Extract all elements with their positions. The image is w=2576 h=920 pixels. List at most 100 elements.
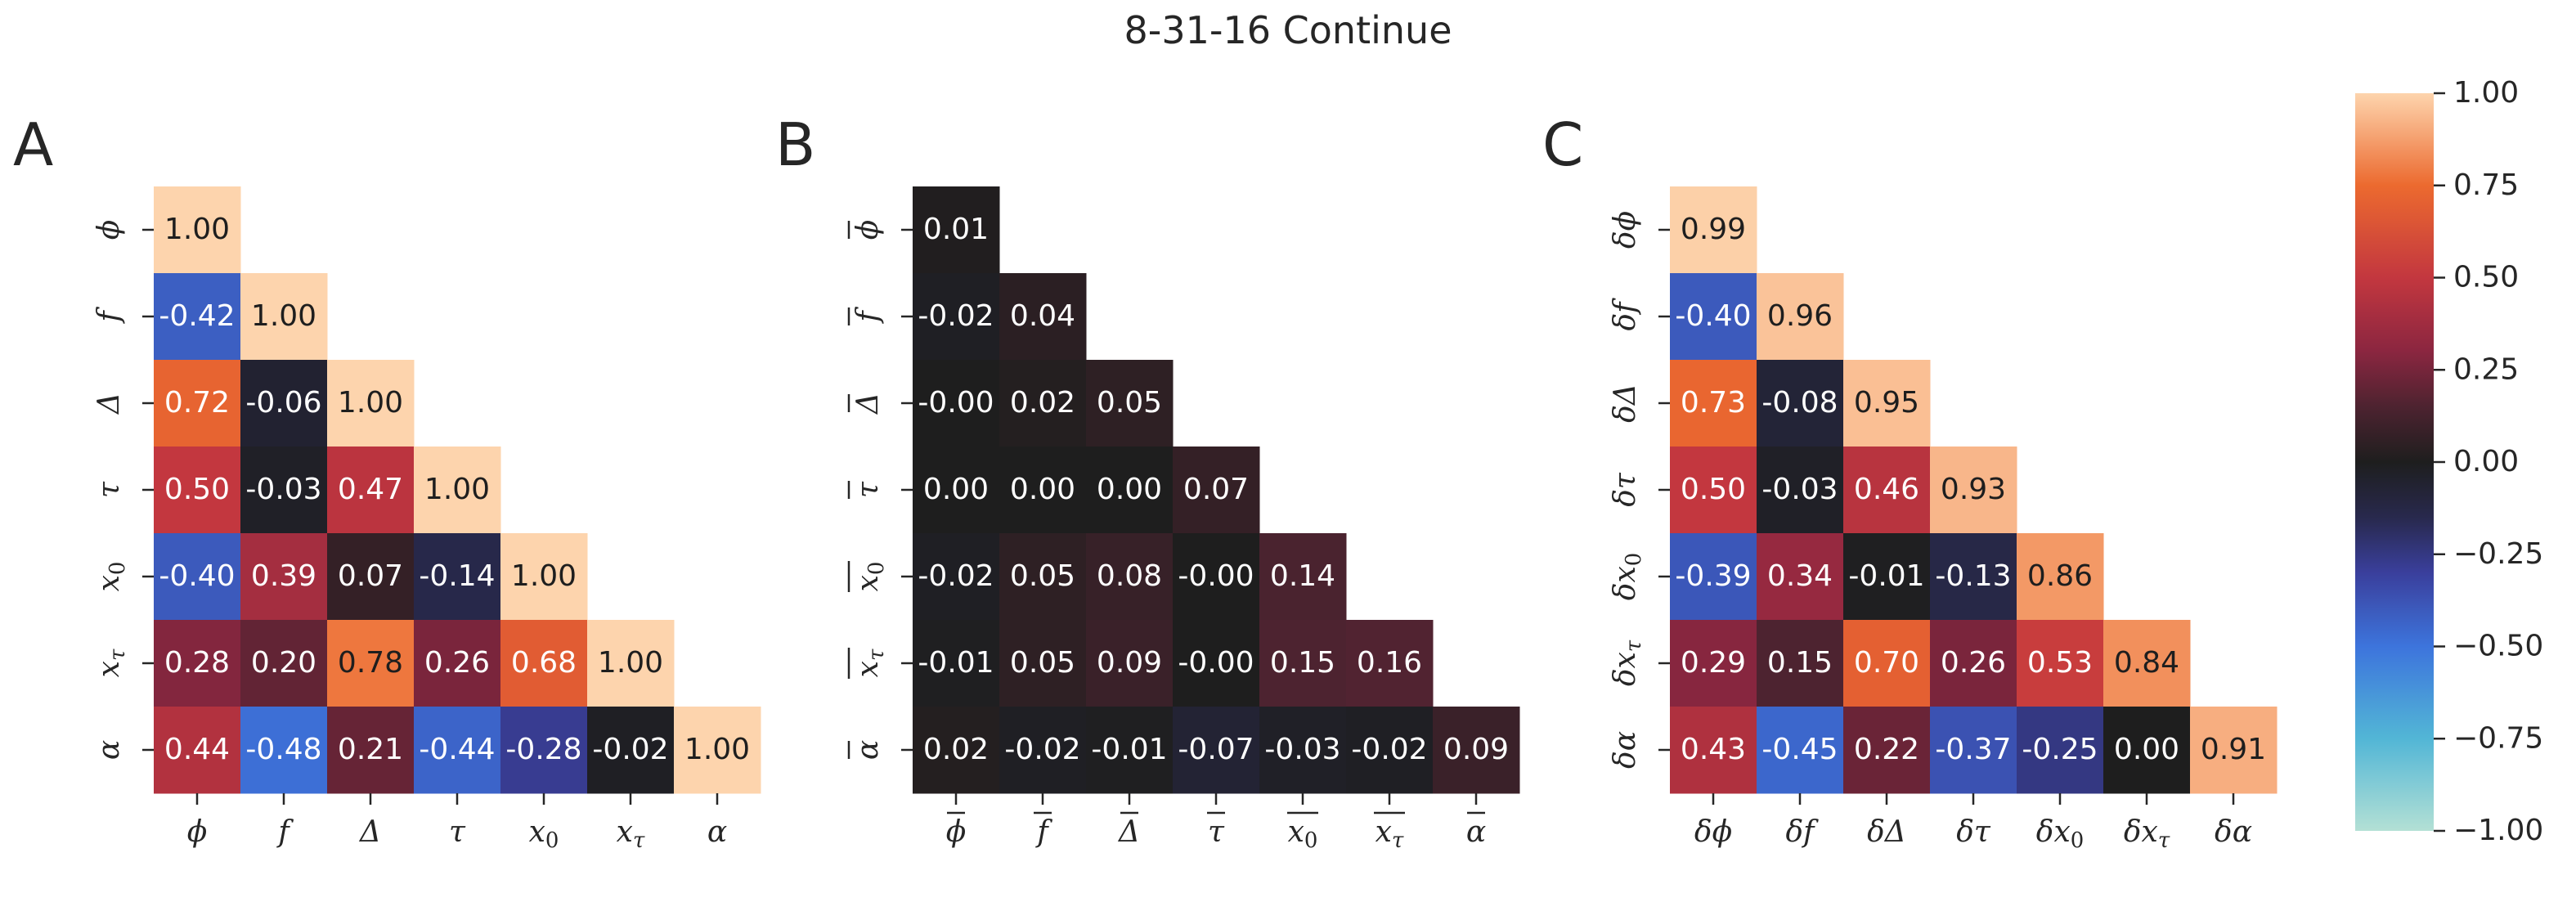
heatmap-cell-b-r3-c0 — [913, 447, 1000, 534]
heatmap-cell-b-r1-c0 — [913, 273, 1000, 361]
svg-text:δx0: δx0 — [2036, 815, 2084, 853]
heatmap-cell-a-r2-c0 — [154, 360, 241, 447]
cell-value-label-a-r3-c2: 0.47 — [338, 473, 403, 506]
cell-value-label-c-r6-c0: 0.43 — [1681, 733, 1746, 766]
cell-value-label-a-r6-c4: -0.28 — [505, 733, 581, 766]
cell-value-label-b-r5-c2: 0.09 — [1097, 646, 1162, 680]
cell-value-label-a-r2-c0: 0.72 — [164, 386, 230, 420]
cell-value-label-b-r6-c0: 0.02 — [923, 733, 989, 766]
heatmap-cell-b-r6-c0 — [913, 707, 1000, 794]
svg-text:ϕ: ϕ — [92, 220, 126, 240]
svg-text:xτ: xτ — [617, 815, 645, 853]
heatmap-cell-c-r1-c1 — [1757, 273, 1844, 361]
cell-value-label-b-r5-c3: -0.00 — [1178, 646, 1254, 680]
cell-value-label-c-r4-c0: -0.39 — [1675, 559, 1751, 593]
heatmap-cell-a-r3-c0 — [154, 447, 241, 534]
heatmap-cell-a-r1-c1 — [240, 273, 328, 361]
heatmap-cell-c-r6-c5 — [2103, 707, 2191, 794]
cell-value-label-c-r1-c0: -0.40 — [1675, 299, 1751, 333]
cell-value-label-a-r5-c1: 0.20 — [251, 646, 316, 680]
cell-value-label-b-r5-c5: 0.16 — [1357, 646, 1422, 680]
cell-value-label-c-r6-c6: 0.91 — [2201, 733, 2266, 766]
x-tick-label-a-4: x0 — [529, 815, 559, 853]
cell-value-label-a-r5-c0: 0.28 — [164, 646, 230, 680]
cell-value-label-b-r4-c2: 0.08 — [1097, 559, 1162, 593]
heatmap-cell-c-r6-c0 — [1670, 707, 1757, 794]
heatmap-cell-c-r5-c0 — [1670, 620, 1757, 707]
heatmap-cell-c-r4-c4 — [2017, 533, 2104, 621]
cell-value-label-c-r2-c2: 0.95 — [1854, 386, 1919, 420]
heatmap-cell-b-r5-c4 — [1259, 620, 1347, 707]
cell-value-label-b-r6-c6: 0.09 — [1443, 733, 1509, 766]
svg-text:δf: δf — [1786, 815, 1820, 849]
heatmap-cell-a-r2-c2 — [327, 360, 415, 447]
heatmap-cell-b-r0-c0 — [913, 186, 1000, 274]
heatmap-cell-b-r5-c5 — [1346, 620, 1434, 707]
svg-text:δf: δf — [1609, 298, 1642, 331]
heatmap-cell-b-r6-c4 — [1259, 707, 1347, 794]
heatmap-cell-b-r4-c1 — [999, 533, 1087, 621]
heatmap-cell-a-r6-c6 — [674, 707, 761, 794]
cell-value-label-c-r2-c1: -0.08 — [1761, 386, 1838, 420]
y-tick-label-b-4: x0 — [847, 561, 889, 592]
heatmap-cell-b-r4-c3 — [1173, 533, 1260, 621]
heatmap-cell-a-r4-c2 — [327, 533, 415, 621]
cell-value-label-c-r0-c0: 0.99 — [1681, 213, 1746, 246]
heatmap-cell-b-r6-c1 — [999, 707, 1087, 794]
y-tick-label-b-2: Δ — [847, 393, 885, 415]
x-tick-label-b-3: τ — [1207, 811, 1225, 849]
svg-text:δα: δα — [2215, 815, 2252, 849]
cell-value-label-b-r2-c1: 0.02 — [1010, 386, 1075, 420]
heatmap-cell-b-r2-c2 — [1086, 360, 1174, 447]
cell-value-label-c-r2-c0: 0.73 — [1681, 386, 1746, 420]
heatmap-cell-a-r4-c1 — [240, 533, 328, 621]
svg-text:α: α — [1466, 815, 1486, 849]
cell-value-label-c-r5-c0: 0.29 — [1681, 646, 1746, 680]
svg-text:f: f — [276, 815, 294, 849]
heatmap-cell-b-r1-c1 — [999, 273, 1087, 361]
svg-text:α: α — [707, 815, 727, 849]
cell-value-label-a-r6-c0: 0.44 — [164, 733, 230, 766]
cell-value-label-c-r5-c4: 0.53 — [2027, 646, 2093, 680]
svg-text:τ: τ — [449, 815, 466, 849]
cell-value-label-c-r4-c3: -0.13 — [1935, 559, 2011, 593]
heatmap-cell-a-r6-c4 — [500, 707, 588, 794]
cell-value-label-c-r6-c3: -0.37 — [1935, 733, 2011, 766]
cell-value-label-b-r1-c0: -0.02 — [918, 299, 994, 333]
heatmap-cell-a-r6-c1 — [240, 707, 328, 794]
svg-text:δΔ: δΔ — [1609, 384, 1642, 423]
y-tick-label-a-0: ϕ — [92, 220, 126, 240]
heatmap-cell-c-r3-c1 — [1757, 447, 1844, 534]
heatmap-cell-c-r6-c4 — [2017, 707, 2104, 794]
heatmap-cell-a-r1-c0 — [154, 273, 241, 361]
cell-value-label-a-r1-c0: -0.42 — [159, 299, 235, 333]
cell-value-label-a-r6-c5: -0.02 — [592, 733, 668, 766]
svg-text:δτ: δτ — [1956, 815, 1991, 849]
heatmap-panel-a: 1.00 -0.42 1.00 0.72 -0.06 1.00 0.50 -0.03 0.47 1… — [92, 186, 761, 853]
figure-title: 8-31-16 Continue — [1124, 8, 1452, 52]
heatmap-cell-b-r6-c6 — [1433, 707, 1520, 794]
y-tick-label-b-3: τ — [847, 481, 885, 499]
cell-value-label-b-r3-c3: 0.07 — [1183, 473, 1249, 506]
heatmap-cell-a-r6-c3 — [414, 707, 501, 794]
cell-value-label-a-r5-c2: 0.78 — [338, 646, 403, 680]
cell-value-label-a-r5-c5: 1.00 — [598, 646, 663, 680]
cell-value-label-a-r1-c1: 1.00 — [251, 299, 316, 333]
svg-text:τ: τ — [92, 481, 126, 498]
cell-value-label-c-r1-c1: 0.96 — [1767, 299, 1833, 333]
heatmap-cell-c-r5-c5 — [2103, 620, 2191, 707]
colorbar-tick-label-2: 0.50 — [2453, 261, 2519, 294]
cell-value-label-c-r5-c3: 0.26 — [1941, 646, 2006, 680]
y-tick-label-a-6: α — [92, 740, 126, 760]
svg-text:α: α — [92, 740, 126, 760]
heatmap-cell-a-r5-c5 — [587, 620, 675, 707]
x-tick-label-c-5: δxτ — [2124, 815, 2170, 853]
y-tick-label-c-0: δϕ — [1609, 211, 1642, 249]
svg-text:x0: x0 — [1288, 815, 1318, 853]
y-tick-label-a-3: τ — [92, 481, 126, 498]
x-tick-label-c-3: δτ — [1956, 815, 1991, 849]
heatmap-cell-b-r5-c3 — [1173, 620, 1260, 707]
heatmap-cell-a-r0-c0 — [154, 186, 241, 274]
heatmap-cell-c-r1-c0 — [1670, 273, 1757, 361]
